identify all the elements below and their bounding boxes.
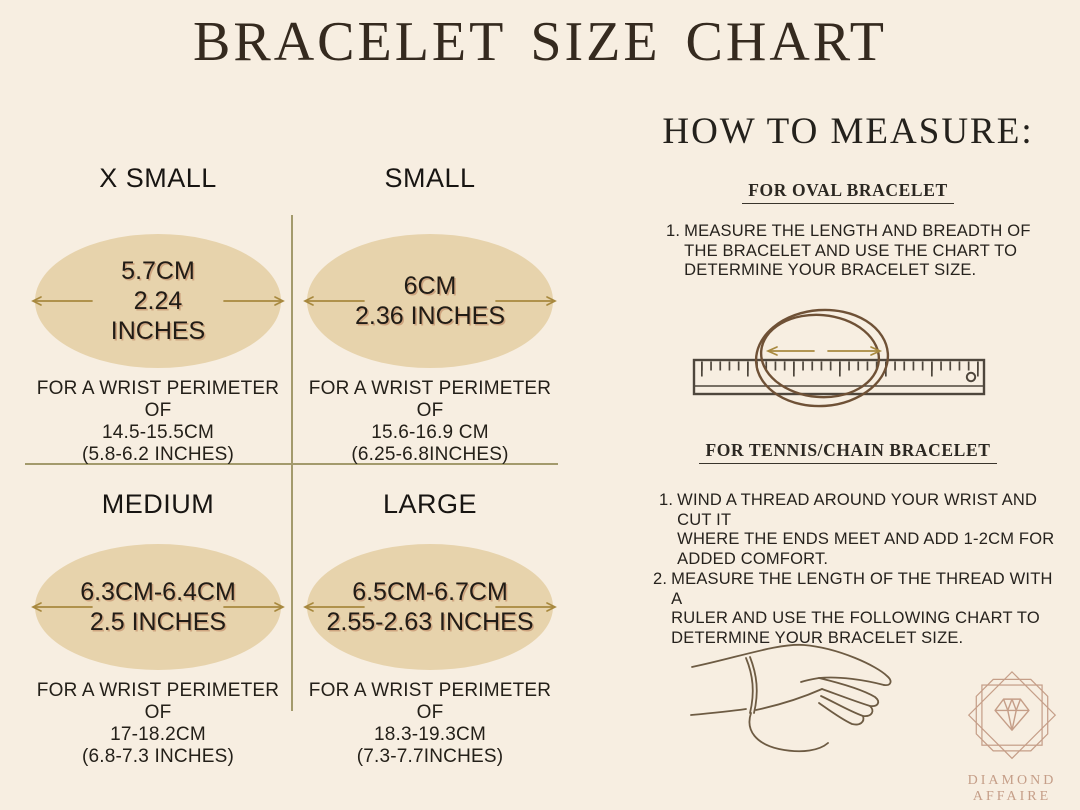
size-name: LARGE bbox=[382, 489, 478, 519]
ruler-illustration bbox=[692, 308, 986, 408]
measure-arrow-right-icon bbox=[223, 602, 285, 612]
oval-bracelet-heading: FOR OVAL BRACELET bbox=[648, 180, 1048, 204]
size-card-large: LARGE 6.5CM-6.7CM 2.55-2.63 INCHES FOR A… bbox=[302, 478, 558, 768]
bracelet-ring-icon bbox=[754, 308, 890, 408]
size-card-medium: MEDIUM 6.3CM-6.4CM 2.5 INCHES FOR A WRIS… bbox=[18, 478, 298, 768]
measure-arrow-left-icon bbox=[303, 602, 365, 612]
bracelet-oval: 6.3CM-6.4CM 2.5 INCHES bbox=[31, 544, 285, 670]
step-number: 1. bbox=[659, 491, 674, 509]
step-text: MEASURE THE LENGTH AND BREADTH OF THE BR… bbox=[684, 222, 1031, 279]
bracelet-diameter: 6CM 2.36 INCHES bbox=[354, 272, 506, 330]
measure-arrow-right-icon bbox=[495, 296, 557, 306]
bracelet-oval: 6.5CM-6.7CM 2.55-2.63 INCHES bbox=[303, 544, 557, 670]
size-name: MEDIUM bbox=[101, 489, 215, 519]
step-number: 2. bbox=[653, 570, 668, 588]
size-card-x-small: X SMALL 5.7CM 2.24 INCHES FOR A WRIST PE… bbox=[18, 162, 298, 466]
measure-arrow-left-icon bbox=[31, 296, 93, 306]
step-text: WIND A THREAD AROUND YOUR WRIST AND CUT … bbox=[677, 491, 1055, 568]
page-title: BRACELET SIZE CHART bbox=[193, 11, 887, 73]
how-to-measure-heading: HOW TO MEASURE: bbox=[662, 111, 1034, 152]
step-number: 1. bbox=[666, 222, 681, 240]
wrist-perimeter: FOR A WRIST PERIMETER OF 17-18.2CM (6.8-… bbox=[36, 680, 280, 767]
oval-step-1: 1. MEASURE THE LENGTH AND BREADTH OF THE… bbox=[666, 222, 1056, 281]
brand-logo: DIAMOND AFFAIRE bbox=[960, 670, 1064, 805]
size-card-small: SMALL 6CM 2.36 INCHES FOR A WRIST PERIME… bbox=[302, 162, 558, 466]
wrist-perimeter: FOR A WRIST PERIMETER OF 14.5-15.5CM (5.… bbox=[36, 378, 280, 465]
wrist-perimeter: FOR A WRIST PERIMETER OF 18.3-19.3CM (7.… bbox=[308, 680, 552, 767]
hand-illustration bbox=[690, 643, 892, 753]
diamond-logo-icon bbox=[967, 671, 1057, 760]
bracelet-diameter: 5.7CM 2.24 INCHES bbox=[110, 257, 206, 345]
measure-arrow-icon bbox=[765, 346, 883, 356]
tennis-step-1: 1. WIND A THREAD AROUND YOUR WRIST AND C… bbox=[659, 491, 1059, 569]
tennis-step-2: 2. MEASURE THE LENGTH OF THE THREAD WITH… bbox=[653, 570, 1053, 648]
measure-arrow-left-icon bbox=[31, 602, 93, 612]
bracelet-oval: 6CM 2.36 INCHES bbox=[303, 234, 557, 368]
tennis-bracelet-heading: FOR TENNIS/CHAIN BRACELET bbox=[648, 440, 1048, 464]
horizontal-divider bbox=[25, 463, 558, 465]
step-text: MEASURE THE LENGTH OF THE THREAD WITH A … bbox=[671, 570, 1053, 647]
size-name: SMALL bbox=[384, 163, 476, 193]
measure-arrow-right-icon bbox=[223, 296, 285, 306]
bracelet-diameter: 6.5CM-6.7CM 2.55-2.63 INCHES bbox=[326, 578, 534, 636]
measure-arrow-left-icon bbox=[303, 296, 365, 306]
size-name: X SMALL bbox=[99, 163, 217, 193]
bracelet-oval: 5.7CM 2.24 INCHES bbox=[31, 234, 285, 368]
bracelet-diameter: 6.3CM-6.4CM 2.5 INCHES bbox=[80, 578, 236, 636]
measure-arrow-right-icon bbox=[495, 602, 557, 612]
wrist-perimeter: FOR A WRIST PERIMETER OF 15.6-16.9 CM (6… bbox=[308, 378, 552, 465]
brand-name: DIAMOND AFFAIRE bbox=[967, 773, 1057, 804]
